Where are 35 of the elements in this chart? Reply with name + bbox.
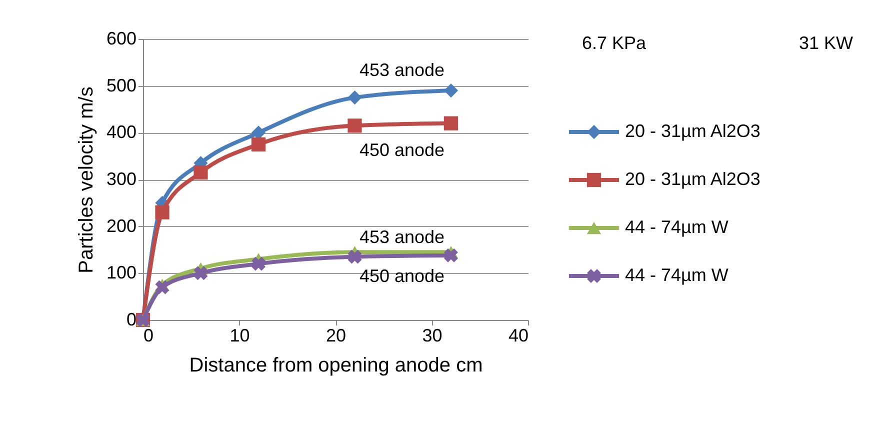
- text: 6.7 KPa: [582, 33, 648, 53]
- x-tick-label: 0: [144, 326, 154, 346]
- annotation: 450 anode: [359, 266, 445, 286]
- y-tick-label: 200: [106, 216, 136, 236]
- x-tick-label: 20: [326, 326, 346, 346]
- point: [194, 266, 208, 280]
- y-tick-label: 100: [106, 262, 136, 283]
- y-tick-label: 500: [106, 75, 136, 96]
- y-tick-label: 600: [106, 28, 136, 48]
- x-tick-label: 30: [422, 326, 442, 346]
- legend-label: 20 - 31µm Al2O3: [625, 169, 760, 189]
- point: [444, 248, 458, 262]
- text: 31 KW: [799, 33, 854, 53]
- annotation: 453 anode: [359, 60, 445, 80]
- legend-label: 20 - 31µm Al2O3: [625, 121, 760, 141]
- point: [252, 256, 266, 271]
- y-tick-label: 0: [126, 310, 136, 330]
- point: [348, 90, 362, 105]
- point: [155, 205, 170, 220]
- point: [194, 165, 208, 180]
- annotation: 453 anode: [359, 227, 445, 247]
- y-axis-title: Particles velocity m/s: [75, 86, 98, 274]
- point: [348, 118, 362, 133]
- x-tick-label: 40: [508, 326, 528, 346]
- legend-label: 44 - 74µm W: [625, 217, 728, 237]
- legend-label: 44 - 74µm W: [625, 265, 728, 285]
- point: [251, 137, 266, 152]
- y-tick-label: 400: [106, 122, 136, 142]
- annotation: 450 anode: [359, 140, 445, 160]
- y-tick-label: 300: [106, 169, 136, 189]
- point: [444, 83, 458, 98]
- x-axis-title: Distance from opening anode cm: [189, 354, 483, 376]
- point: [444, 116, 458, 130]
- point: [348, 250, 362, 264]
- x-tick-label: 10: [230, 326, 250, 346]
